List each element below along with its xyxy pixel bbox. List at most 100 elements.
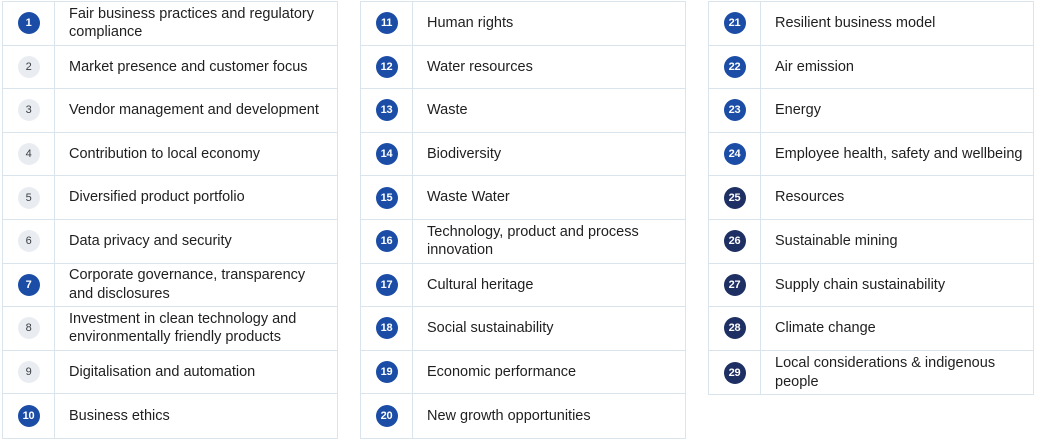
topic-label: Energy (775, 102, 821, 119)
topic-number-badge: 23 (723, 99, 746, 122)
topic-number-badge: 21 (723, 12, 746, 35)
topic-row: 16 Technology, product and process innova… (361, 219, 685, 264)
topic-row: 7 Corporate governance, transparency and … (3, 263, 337, 308)
topic-row: 19 Economic performance (361, 350, 685, 395)
topic-number-cell: 16 (361, 219, 413, 263)
topics-table-2: 11 Human rights 12 Water resources 13 Waste 14… (360, 1, 686, 439)
topic-number-cell: 28 (709, 307, 761, 350)
topic-row: 5 Diversified product portfolio (3, 176, 337, 220)
materiality-topics-list: 1 Fair business practices and regulatory … (2, 1, 1034, 439)
topic-label: Sustainable mining (775, 232, 898, 249)
topic-number-badge: 28 (723, 317, 746, 340)
topic-number-badge: 27 (723, 273, 746, 296)
topic-number-badge: 13 (375, 99, 398, 122)
topic-label: Business ethics (69, 407, 170, 424)
topic-label: Technology, product and process innovati… (427, 223, 639, 259)
topic-number-cell: 24 (709, 132, 761, 176)
topic-number-cell: 14 (361, 132, 413, 176)
topic-number-cell: 3 (3, 89, 55, 132)
topic-number-cell: 9 (3, 350, 55, 394)
topic-row: 13 Waste (361, 89, 685, 133)
topic-label: Climate change (775, 320, 876, 337)
topic-number-badge: 11 (375, 12, 398, 35)
topic-label: Fair business practices and regulatory c… (69, 5, 315, 41)
topic-number-badge: 20 (375, 405, 398, 428)
topic-number-badge: 16 (375, 230, 398, 253)
topic-row: 23 Energy (709, 89, 1033, 133)
topic-number-cell: 2 (3, 45, 55, 89)
topic-row: 15 Waste Water (361, 176, 685, 220)
topic-label: Diversified product portfolio (69, 189, 245, 206)
topic-number-cell: 25 (709, 176, 761, 219)
topic-number-badge: 24 (723, 143, 746, 166)
topic-row: 24 Employee health, safety and wellbeing (709, 132, 1033, 177)
topic-row: 14 Biodiversity (361, 132, 685, 177)
topic-row: 11 Human rights (361, 2, 685, 46)
topic-number-cell: 18 (361, 307, 413, 350)
topic-label: New growth opportunities (427, 407, 591, 424)
topic-label: Vendor management and development (69, 102, 319, 119)
topic-label: Resources (775, 189, 845, 206)
topic-number-badge: 6 (17, 230, 40, 253)
topic-row: 10 Business ethics (3, 394, 337, 438)
topic-number-cell: 13 (361, 89, 413, 132)
topic-row: 18 Social sustainability (361, 307, 685, 351)
topic-row: 6 Data privacy and security (3, 219, 337, 264)
topic-number-badge: 4 (17, 143, 40, 166)
topic-number-badge: 8 (17, 317, 40, 340)
topic-row: 17 Cultural heritage (361, 263, 685, 308)
topic-number-badge: 15 (375, 186, 398, 209)
topic-number-cell: 29 (709, 350, 761, 395)
topic-number-cell: 10 (3, 394, 55, 438)
topic-row: 22 Air emission (709, 45, 1033, 90)
topic-label: Digitalisation and automation (69, 363, 256, 380)
topic-number-cell: 6 (3, 219, 55, 263)
topic-number-badge: 5 (17, 186, 40, 209)
topic-number-cell: 22 (709, 45, 761, 89)
topic-number-badge: 26 (723, 230, 746, 253)
topic-number-cell: 15 (361, 176, 413, 219)
topic-number-badge: 18 (375, 317, 398, 340)
topic-number-cell: 19 (361, 350, 413, 394)
topic-number-cell: 11 (361, 2, 413, 45)
topic-row: 29 Local considerations & indigenous peop… (709, 350, 1033, 395)
topic-number-cell: 20 (361, 394, 413, 438)
topic-number-cell: 4 (3, 132, 55, 176)
topic-number-badge: 12 (375, 55, 398, 78)
topic-label: Air emission (775, 58, 854, 75)
topic-label: Biodiversity (427, 145, 502, 162)
topic-row: 2 Market presence and customer focus (3, 45, 337, 90)
topic-row: 21 Resilient business model (709, 2, 1033, 46)
topic-number-badge: 17 (375, 273, 398, 296)
topic-number-cell: 17 (361, 263, 413, 307)
topic-row: 3 Vendor management and development (3, 89, 337, 133)
topic-number-cell: 1 (3, 2, 55, 45)
topic-number-badge: 10 (17, 405, 40, 428)
topic-label: Cultural heritage (427, 276, 534, 293)
topic-number-cell: 5 (3, 176, 55, 219)
topic-row: 9 Digitalisation and automation (3, 350, 337, 395)
topic-label: Economic performance (427, 363, 577, 380)
topic-label: Human rights (427, 15, 514, 32)
topic-number-badge: 22 (723, 55, 746, 78)
topic-row: 27 Supply chain sustainability (709, 263, 1033, 308)
topic-number-badge: 1 (17, 12, 40, 35)
topic-label: Investment in clean technology and envir… (69, 310, 297, 346)
topic-row: 1 Fair business practices and regulatory … (3, 2, 337, 46)
topic-number-badge: 25 (723, 186, 746, 209)
topic-number-badge: 7 (17, 273, 40, 296)
topic-number-cell: 21 (709, 2, 761, 45)
topic-number-cell: 12 (361, 45, 413, 89)
topic-label: Social sustainability (427, 320, 554, 337)
topic-number-cell: 27 (709, 263, 761, 307)
topic-label: Resilient business model (775, 15, 936, 32)
topic-number-cell: 23 (709, 89, 761, 132)
topic-number-cell: 8 (3, 307, 55, 350)
topic-number-badge: 19 (375, 361, 398, 384)
topic-label: Supply chain sustainability (775, 276, 946, 293)
topic-label: Employee health, safety and wellbeing (775, 145, 1023, 162)
topic-label: Waste Water (427, 189, 510, 206)
topics-table-1: 1 Fair business practices and regulatory … (2, 1, 338, 439)
topic-label: Local considerations & indigenous people (775, 355, 996, 390)
topic-row: 12 Water resources (361, 45, 685, 90)
